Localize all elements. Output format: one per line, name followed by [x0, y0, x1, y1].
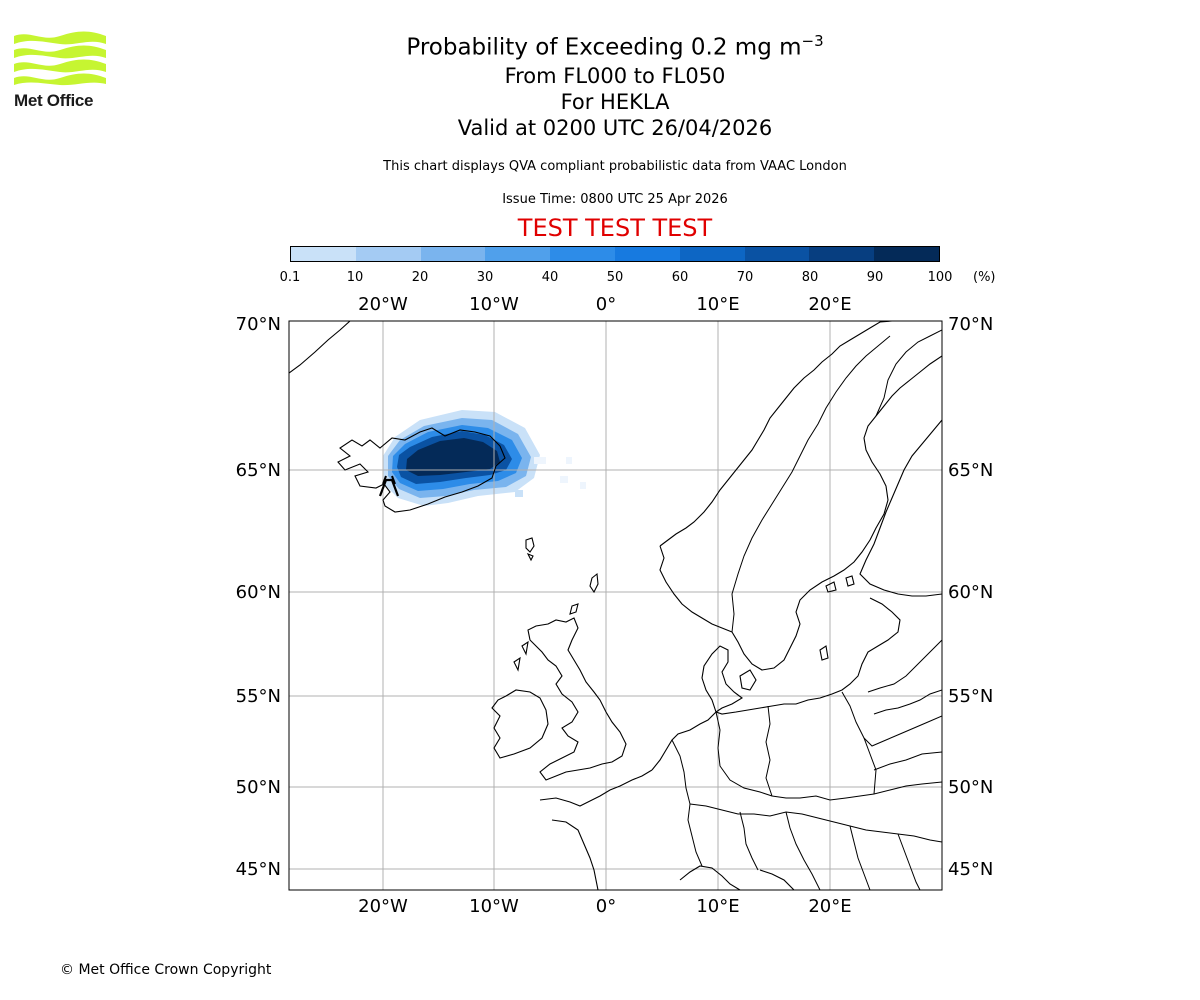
colorbar-segment — [679, 247, 745, 261]
lon-label-bottom: 20°E — [808, 896, 851, 917]
issue-time: Issue Time: 0800 UTC 25 Apr 2026 — [502, 192, 728, 207]
colorbar-unit: (%) — [973, 270, 996, 285]
lat-label-left: 70°N — [236, 314, 281, 335]
colorbar-segment — [291, 247, 356, 261]
colorbar-segment — [355, 247, 421, 261]
lat-label-left: 65°N — [236, 460, 281, 481]
logo-text: Met Office — [14, 91, 94, 110]
met-office-wave-icon — [14, 31, 106, 86]
colorbar-tick-label: 70 — [736, 270, 754, 285]
lat-label-right: 60°N — [948, 582, 993, 603]
lon-label-bottom: 0° — [596, 896, 616, 917]
probability-colorbar — [290, 246, 940, 262]
colorbar-tick-label: 100 — [927, 270, 953, 285]
valid-time: Valid at 0200 UTC 26/04/2026 — [457, 115, 773, 140]
colorbar-tick-label: 0.1 — [279, 270, 301, 285]
lon-label-top: 0° — [596, 294, 616, 315]
copyright-notice: © Met Office Crown Copyright — [60, 962, 272, 978]
colorbar-segment — [420, 247, 486, 261]
test-banner: TEST TEST TEST — [517, 214, 713, 242]
colorbar-tick-label: 20 — [411, 270, 429, 285]
lat-label-left: 60°N — [236, 582, 281, 603]
chart-title-superscript: −3 — [801, 32, 824, 50]
lat-label-right: 55°N — [948, 686, 993, 707]
colorbar-segment — [874, 247, 939, 261]
met-office-logo: Met Office — [14, 30, 110, 112]
colorbar-tick-label: 90 — [866, 270, 884, 285]
lon-label-top: 20°W — [358, 294, 408, 315]
volcano-name: For HEKLA — [560, 89, 670, 114]
lat-label-right: 45°N — [948, 859, 993, 880]
coastlines — [289, 321, 942, 890]
colorbar-tick-label: 50 — [606, 270, 624, 285]
colorbar-segment — [485, 247, 551, 261]
lat-label-right: 50°N — [948, 777, 993, 798]
colorbar-tick-label: 10 — [346, 270, 364, 285]
colorbar-tick-label: 80 — [801, 270, 819, 285]
lon-label-bottom: 10°E — [696, 896, 739, 917]
lat-label-left: 55°N — [236, 686, 281, 707]
lon-label-bottom: 20°W — [358, 896, 408, 917]
national-borders — [671, 329, 942, 890]
lat-label-left: 50°N — [236, 777, 281, 798]
lon-label-top: 10°E — [696, 294, 739, 315]
chart-title: Probability of Exceeding 0.2 mg m−3 — [300, 26, 930, 63]
lat-label-left: 45°N — [236, 859, 281, 880]
lat-label-right: 70°N — [948, 314, 993, 335]
colorbar-segment — [744, 247, 810, 261]
colorbar-segment — [550, 247, 615, 261]
ash-probability-plume — [383, 410, 586, 506]
chart-title-block: Probability of Exceeding 0.2 mg m−3 From… — [300, 26, 930, 141]
volcano-icon — [378, 475, 400, 497]
colorbar-segment — [809, 247, 875, 261]
colorbar-tick-label: 40 — [541, 270, 559, 285]
map-frame — [288, 320, 943, 891]
colorbar-tick-label: 30 — [476, 270, 494, 285]
flight-levels: From FL000 to FL050 — [504, 63, 726, 88]
lon-label-top: 10°W — [469, 294, 519, 315]
colorbar-tick-label: 60 — [671, 270, 689, 285]
chart-title-text: Probability of Exceeding 0.2 mg m — [406, 34, 802, 61]
chart-description: This chart displays QVA compliant probab… — [383, 159, 847, 174]
map-background — [289, 321, 942, 890]
colorbar-segment — [614, 247, 680, 261]
lon-label-bottom: 10°W — [469, 896, 519, 917]
graticule — [289, 321, 942, 890]
lat-label-right: 65°N — [948, 460, 993, 481]
lon-label-top: 20°E — [808, 294, 851, 315]
